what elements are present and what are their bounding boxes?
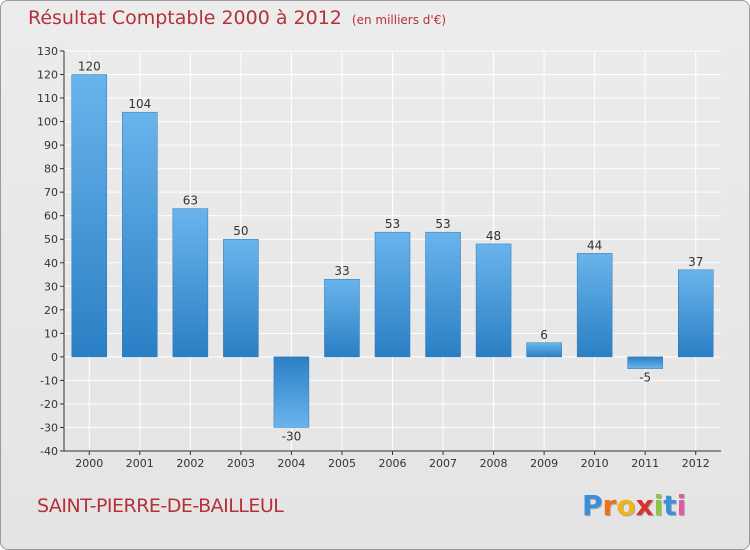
- value-label: 37: [688, 255, 703, 269]
- chart-unit: (en milliers d'€): [351, 13, 447, 27]
- y-tick-label: 80: [44, 163, 58, 176]
- y-tick-label: 90: [44, 139, 58, 152]
- y-tick-label: -30: [40, 421, 58, 434]
- bar-2011: [627, 356, 663, 369]
- logo-letter: r: [602, 489, 617, 522]
- bar-2006: [374, 231, 411, 358]
- value-label: 50: [233, 224, 248, 238]
- x-tick-label: 2002: [176, 457, 204, 470]
- x-tick-label: 2003: [227, 457, 255, 470]
- x-tick-label: 2012: [682, 457, 710, 470]
- bar-2001: [122, 111, 158, 358]
- x-tick-label: 2000: [75, 457, 103, 470]
- axes: [60, 50, 721, 455]
- bar-2007: [425, 231, 461, 358]
- logo-letter: i: [653, 489, 664, 522]
- value-label: 53: [435, 217, 450, 231]
- bar-2008: [475, 243, 512, 358]
- y-tick-label: 0: [51, 351, 58, 364]
- labels: -40 -30 -20 -10 0 10 20 30 40 50 60 70 80 90 100 110 120…: [37, 45, 710, 470]
- bar-2000: [71, 74, 108, 358]
- x-tick-label: 2007: [429, 457, 457, 470]
- town-name: SAINT-PIERRE-DE-BAILLEUL: [37, 495, 284, 517]
- y-tick-label: -10: [40, 374, 58, 387]
- y-tick-label: 70: [44, 186, 58, 199]
- x-tick-label: 2010: [581, 457, 609, 470]
- logo-letter: P: [582, 489, 603, 522]
- y-tick-label: -40: [40, 445, 58, 458]
- bar-2004: [273, 356, 310, 428]
- y-tick-label: -20: [40, 398, 58, 411]
- x-tick-label: 2004: [277, 457, 305, 470]
- chart-title: Résultat Comptable 2000 à 2012 (en millie…: [28, 7, 446, 29]
- bars: [71, 74, 714, 428]
- logo-letter: t: [663, 489, 677, 522]
- y-tick-label: 60: [44, 210, 58, 223]
- value-label: -5: [639, 371, 651, 385]
- value-label: 44: [587, 238, 602, 252]
- x-tick-label: 2006: [379, 457, 407, 470]
- value-label: 53: [385, 217, 400, 231]
- bar-2009: [526, 342, 562, 358]
- bar-2003: [223, 238, 259, 358]
- y-tick-label: 20: [44, 304, 58, 317]
- value-label: -30: [282, 429, 302, 443]
- logo-letter: x: [635, 489, 654, 522]
- y-tick-label: 120: [37, 69, 58, 82]
- logo-letter: o: [616, 489, 636, 522]
- x-tick-label: 2009: [530, 457, 558, 470]
- y-tick-label: 10: [44, 327, 58, 340]
- bar-2012: [677, 269, 714, 358]
- y-tick-label: 110: [37, 92, 58, 105]
- chart-title-text: Résultat Comptable 2000 à 2012: [28, 7, 342, 29]
- logo-letter: i: [676, 489, 687, 522]
- y-tick-label: 50: [44, 233, 58, 246]
- value-label: 120: [78, 60, 101, 74]
- bar-2010: [576, 253, 613, 358]
- value-label: 63: [183, 194, 198, 208]
- y-tick-label: 30: [44, 280, 58, 293]
- value-label: 33: [334, 264, 349, 278]
- x-tick-label: 2001: [126, 457, 154, 470]
- bar-2002: [172, 208, 209, 358]
- value-label: 6: [540, 328, 548, 342]
- value-label: 104: [128, 97, 151, 111]
- y-tick-label: 130: [37, 45, 58, 58]
- value-label: 48: [486, 229, 501, 243]
- x-tick-label: 2005: [328, 457, 356, 470]
- bar-2005: [324, 278, 360, 358]
- y-tick-label: 40: [44, 257, 58, 270]
- proxiti-logo: Proxiti: [582, 489, 686, 522]
- y-tick-label: 100: [37, 116, 58, 129]
- x-tick-label: 2008: [480, 457, 508, 470]
- x-tick-label: 2011: [631, 457, 659, 470]
